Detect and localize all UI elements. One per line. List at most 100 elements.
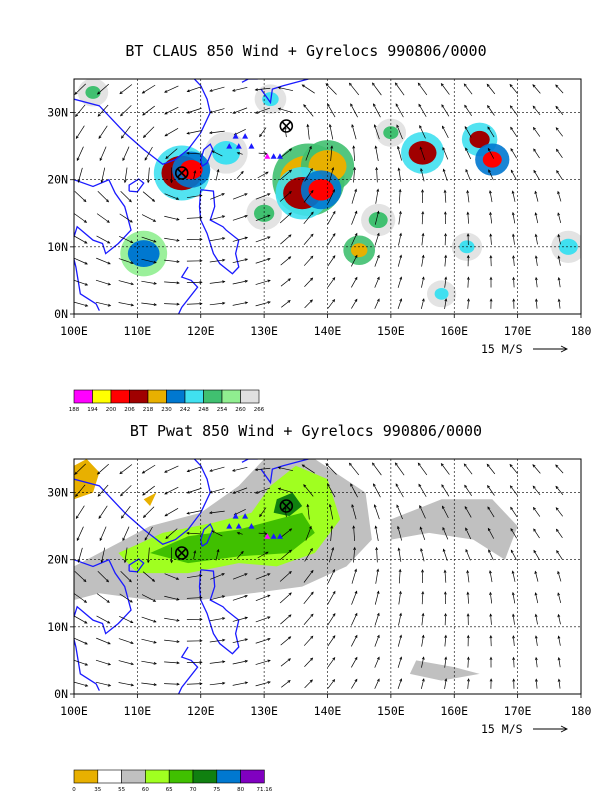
wind-vector xyxy=(327,569,335,584)
wind-vector xyxy=(352,145,356,162)
pwat-grey-area xyxy=(390,499,518,560)
wind-vector xyxy=(327,635,336,647)
wind-vector xyxy=(557,212,562,223)
wind-vector xyxy=(164,507,179,517)
wind-vector xyxy=(164,215,180,221)
coastline xyxy=(198,569,240,655)
wind-vector xyxy=(141,214,157,222)
wind-vector xyxy=(421,569,424,584)
colorbar-label: 188 xyxy=(69,407,80,413)
wind-vector xyxy=(232,107,248,114)
cloud-core xyxy=(350,243,368,258)
wind-vector xyxy=(534,255,538,266)
wind-vector xyxy=(146,547,150,564)
wind-vector xyxy=(374,276,380,288)
wind-vector xyxy=(186,259,203,263)
wind-vector xyxy=(351,568,358,584)
colorbar-swatch xyxy=(203,389,223,404)
wind-vector xyxy=(141,464,156,474)
coastline xyxy=(177,646,199,694)
wind-vector xyxy=(555,485,564,495)
wind-vector xyxy=(303,189,314,203)
wind-vector xyxy=(75,484,86,497)
triangle-marker xyxy=(276,533,283,539)
reference-vector-head xyxy=(560,725,569,733)
wind-vector xyxy=(74,191,87,203)
wind-vector xyxy=(374,525,379,541)
coastline xyxy=(260,79,309,105)
wind-vector xyxy=(141,616,157,623)
wind-vector xyxy=(419,124,426,139)
wind-vector xyxy=(557,592,562,603)
colorbar-label: 260 xyxy=(235,407,246,413)
triangle-marker xyxy=(226,523,233,529)
wind-vector xyxy=(350,634,358,647)
wind-vector xyxy=(555,507,563,517)
y-tick-label: 20N xyxy=(47,173,68,187)
wind-vector xyxy=(122,526,130,542)
wind-vector xyxy=(419,526,426,541)
wind-vector xyxy=(96,213,110,223)
wind-vector xyxy=(304,679,313,689)
wind-vector xyxy=(96,637,111,645)
x-tick-label: 140E xyxy=(314,704,342,718)
cloud-core xyxy=(212,141,241,165)
wind-vector xyxy=(164,127,179,137)
wind-vector xyxy=(398,612,402,626)
wind-vector xyxy=(186,130,202,135)
pwat-tan-area xyxy=(143,492,157,506)
wind-vector xyxy=(74,301,89,307)
wind-vector xyxy=(444,656,448,668)
wind-vector xyxy=(397,167,402,182)
coastline xyxy=(74,178,132,311)
wind-vector xyxy=(279,549,293,561)
wind-vector xyxy=(444,232,447,246)
colorbar-swatch xyxy=(129,389,149,404)
wind-vector xyxy=(325,463,337,475)
wind-vector xyxy=(76,526,84,542)
wind-vector xyxy=(511,613,515,625)
wind-vector xyxy=(441,104,450,117)
coastline xyxy=(74,459,211,546)
wind-vector xyxy=(375,166,379,183)
wind-vector xyxy=(534,190,539,202)
wind-vector xyxy=(255,659,271,665)
triangle-marker xyxy=(276,153,283,159)
wind-vector xyxy=(164,639,180,643)
wind-vector xyxy=(164,595,180,601)
wind-vector xyxy=(421,276,425,288)
wind-vector xyxy=(532,485,541,496)
wind-vector xyxy=(374,590,380,605)
wind-vector xyxy=(327,277,336,288)
wind-vector xyxy=(444,678,448,689)
wind-vector xyxy=(375,568,380,584)
triangle-marker xyxy=(242,133,249,139)
wind-vector xyxy=(489,211,493,224)
wind-vector xyxy=(328,503,334,520)
colorbar-label: 194 xyxy=(87,407,98,413)
wind-vector xyxy=(557,298,561,309)
colorbar-swatch xyxy=(168,769,194,784)
wind-vector xyxy=(534,635,538,646)
wind-vector xyxy=(421,189,424,204)
wind-vector xyxy=(510,506,518,517)
wind-vector xyxy=(419,146,426,161)
wind-vector xyxy=(118,258,134,265)
wind-vector xyxy=(303,569,314,583)
wind-vector xyxy=(532,506,541,517)
cloud-core xyxy=(368,211,388,229)
wind-vector xyxy=(374,232,380,246)
x-tick-label: 120E xyxy=(187,704,215,718)
wind-vector xyxy=(76,146,84,162)
wind-vector xyxy=(466,189,470,203)
colorbar-label: 80 xyxy=(237,787,244,792)
wind-vector xyxy=(444,254,448,267)
wind-vector xyxy=(193,170,197,180)
wind-vector xyxy=(442,505,449,519)
wind-vector xyxy=(141,258,157,264)
chart-title-bottom: BT Pwat 850 Wind + Gyrelocs 990806/0000 xyxy=(129,422,483,440)
wind-vector xyxy=(374,678,380,689)
wind-vector xyxy=(164,661,180,665)
wind-vector xyxy=(465,548,471,561)
y-tick-label: 0N xyxy=(54,307,68,321)
